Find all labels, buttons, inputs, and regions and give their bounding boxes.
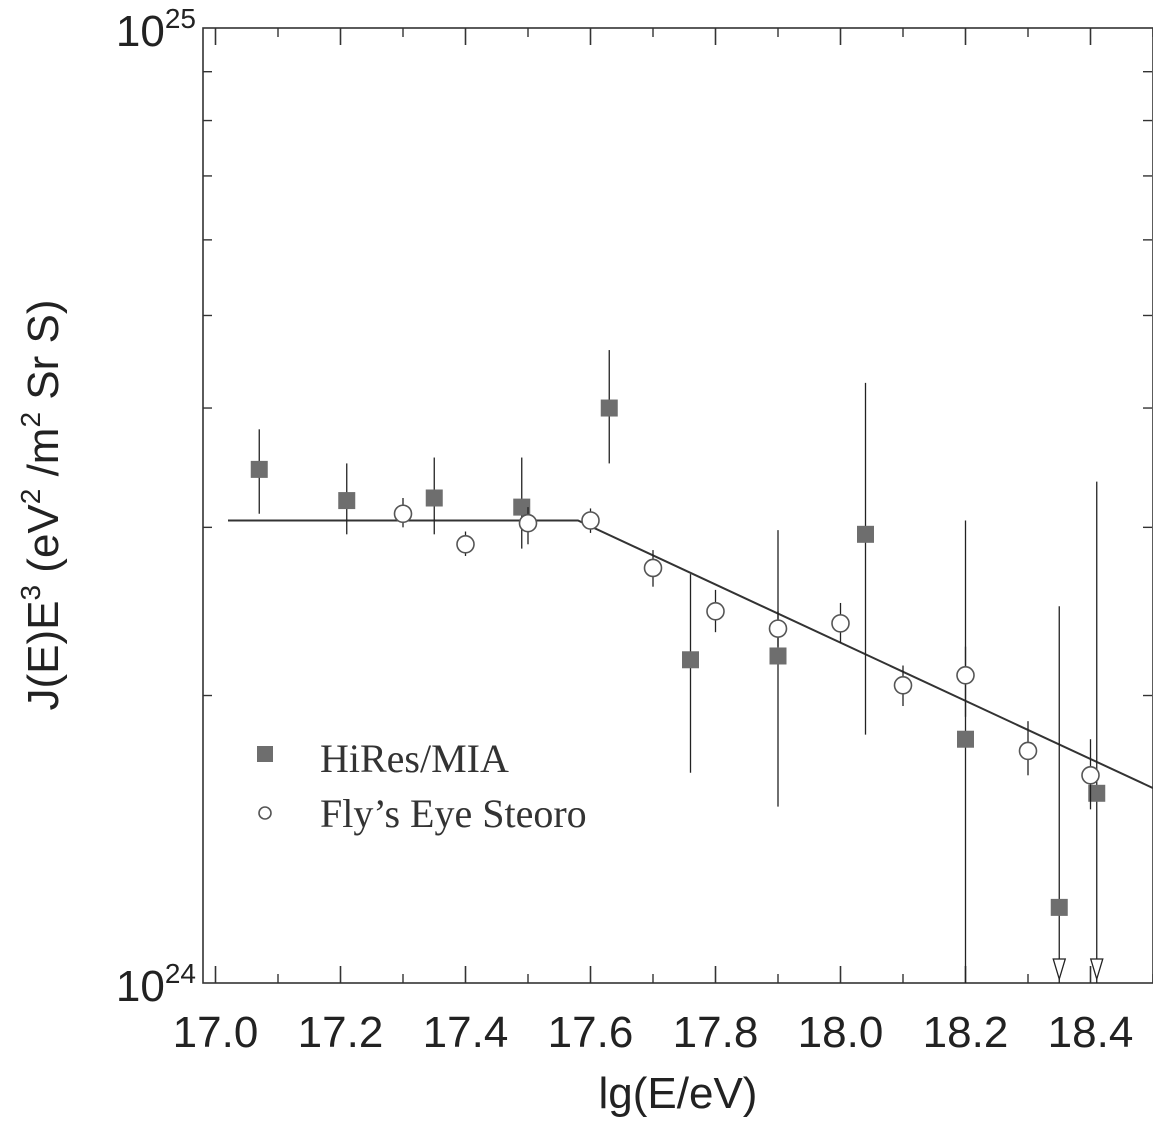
data-point-circle xyxy=(1018,741,1038,761)
legend: HiRes/MIA Fly’s Eye Steoro xyxy=(257,736,587,836)
x-tick-label: 17.0 xyxy=(173,1008,259,1057)
data-point-square xyxy=(857,525,874,543)
x-tick-label: 18.0 xyxy=(798,1008,884,1057)
x-tick-label: 18.4 xyxy=(1048,1008,1134,1057)
data-point-circle xyxy=(581,511,600,530)
data-point-circle xyxy=(956,665,975,685)
data-point-circle xyxy=(706,602,725,621)
y-axis-title-part: J(E)E xyxy=(19,601,68,711)
data-point-square xyxy=(957,730,974,748)
y-axis-title-sup: 2 xyxy=(15,489,46,505)
data-point-square xyxy=(425,489,443,507)
plot-frame xyxy=(202,27,1153,984)
data-point-square xyxy=(1088,784,1106,802)
data-point-circle xyxy=(393,504,413,524)
data-point-square xyxy=(513,498,531,516)
data-point-square xyxy=(1050,898,1068,916)
data-point-square xyxy=(600,399,618,417)
data-point-square xyxy=(769,647,787,665)
upper-limit-arrow xyxy=(1089,958,1104,982)
y-axis-title-sup: 2 xyxy=(15,412,46,428)
legend-marker-square xyxy=(257,746,273,762)
data-point-circle xyxy=(768,619,788,638)
x-tick-label: 18.2 xyxy=(923,1008,1009,1057)
data-point-circle xyxy=(518,513,538,533)
y-axis-title: J(E)E3 (eV2 /m2 Sr S) xyxy=(15,300,68,711)
data-point-circle xyxy=(456,534,475,554)
legend-marker-circle xyxy=(258,806,272,820)
data-point-square xyxy=(682,651,699,669)
data-point-circle xyxy=(831,614,850,633)
series-layer xyxy=(250,350,1106,983)
series-hires-mia xyxy=(250,350,1106,983)
fit-line xyxy=(228,519,1153,790)
y-tick-base: 10 xyxy=(116,7,165,56)
y-tick-base: 10 xyxy=(116,962,165,1011)
y-tick-label: 1024 xyxy=(116,958,196,1011)
data-point-circle xyxy=(1081,766,1100,785)
x-tick-label: 17.2 xyxy=(298,1008,384,1057)
data-point-square xyxy=(338,492,356,510)
y-axis-title-part: Sr S) xyxy=(19,300,68,412)
minor-ticks xyxy=(203,28,1153,983)
x-tick-label: 17.8 xyxy=(673,1008,759,1057)
series-flys-eye xyxy=(393,497,1100,810)
x-tick-label: 17.4 xyxy=(423,1008,509,1057)
x-axis-ticks: 17.0 17.2 17.4 17.6 17.8 18.0 18.2 18.4 xyxy=(173,28,1134,1057)
data-point-circle xyxy=(643,558,663,578)
data-point-circle xyxy=(893,675,913,695)
fit-line-group xyxy=(228,519,1153,790)
y-axis-title-part: (eV xyxy=(19,504,68,585)
y-tick-exponent: 24 xyxy=(165,958,196,989)
upper-limit-arrow xyxy=(1052,958,1067,982)
data-point-square xyxy=(250,460,268,478)
x-axis-title: lg(E/eV) xyxy=(599,1069,758,1118)
y-axis-title-part: /m xyxy=(19,428,68,489)
x-tick-label: 17.6 xyxy=(548,1008,634,1057)
legend-label-hires-mia: HiRes/MIA xyxy=(320,736,509,781)
y-tick-label: 1025 xyxy=(116,3,196,56)
y-axis-title-sup: 3 xyxy=(15,585,46,601)
legend-label-flys-eye: Fly’s Eye Steoro xyxy=(320,791,587,836)
y-tick-exponent: 25 xyxy=(165,3,196,34)
